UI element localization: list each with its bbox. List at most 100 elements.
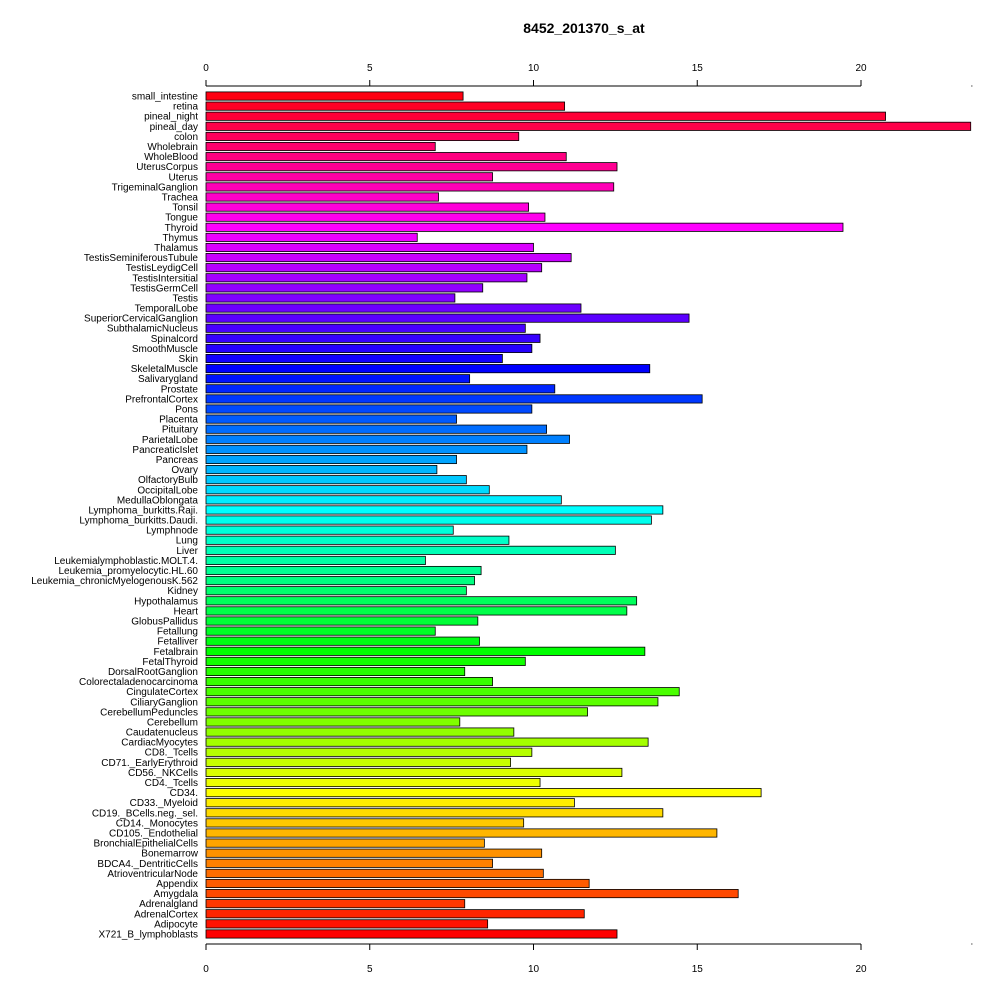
bar	[205, 242, 534, 253]
category-label: Fetalbrain	[154, 647, 198, 658]
category-label: CD14._Monocytes	[116, 818, 198, 829]
bar	[205, 606, 628, 616]
tick-label: 10	[528, 63, 540, 74]
bar	[205, 555, 426, 565]
bar	[205, 727, 515, 737]
bar	[205, 697, 659, 707]
bar	[205, 293, 456, 303]
category-label: WholeBlood	[144, 152, 198, 163]
bar	[205, 757, 511, 767]
category-label: CingulateCortex	[126, 687, 198, 698]
bar	[205, 646, 646, 656]
category-label: Appendix	[156, 879, 198, 890]
category-label: Skin	[179, 354, 198, 365]
category-label: Caudatenucleus	[126, 728, 198, 739]
category-label: Prostate	[161, 384, 199, 395]
category-label: TestisSeminiferousTubule	[84, 253, 199, 264]
category-label: Leukemialymphoblastic.MOLT.4.	[54, 556, 198, 567]
bar	[205, 131, 520, 141]
bar	[205, 767, 623, 777]
bar	[205, 232, 418, 242]
bar	[205, 929, 618, 939]
category-label: PancreaticIslet	[132, 445, 198, 456]
category-label: Lung	[176, 536, 198, 547]
bar	[205, 414, 457, 424]
bar	[205, 404, 533, 414]
bar	[205, 828, 718, 838]
bar	[205, 353, 503, 364]
bar	[205, 747, 533, 757]
bar	[205, 475, 467, 485]
category-label: Pons	[175, 405, 198, 416]
bar	[205, 212, 546, 222]
category-label: UterusCorpus	[136, 162, 198, 173]
category-label: Bonemarrow	[141, 849, 198, 860]
category-label: ParietalLobe	[142, 435, 199, 446]
bar	[205, 424, 548, 434]
category-label: AdrenalCortex	[134, 909, 198, 920]
category-label: Lymphoma_burkitts.Raji.	[88, 505, 198, 516]
bar	[205, 868, 544, 878]
category-label: BDCA4._DentriticCells	[97, 859, 198, 870]
bar	[205, 162, 618, 172]
bar	[205, 495, 562, 505]
category-labels: small_intestineretinapineal_nightpineal_…	[31, 92, 199, 941]
tick-label: 0	[203, 964, 209, 975]
bar	[205, 889, 739, 899]
bar	[205, 525, 454, 535]
category-label: TemporalLobe	[135, 304, 199, 315]
tick-label: 20	[855, 63, 867, 74]
category-label: Thymus	[162, 233, 198, 244]
tick-label: 10	[528, 964, 540, 975]
category-label: OlfactoryBulb	[138, 475, 198, 486]
category-label: Kidney	[167, 586, 198, 597]
category-label: DorsalRootGanglion	[108, 667, 198, 678]
bar	[205, 636, 480, 646]
bar	[205, 788, 762, 798]
bar	[205, 172, 493, 182]
bar	[205, 283, 484, 293]
category-label: Thyroid	[165, 223, 198, 234]
category-label: TestisIntersitial	[132, 273, 198, 284]
tick-label: 20	[855, 964, 867, 975]
category-label: CD71._EarlyErythroid	[101, 758, 198, 769]
category-label: Tongue	[165, 213, 198, 224]
category-label: CD34.	[170, 788, 198, 799]
bar	[205, 858, 493, 868]
bar	[205, 485, 490, 495]
bar	[205, 677, 493, 687]
bar	[205, 343, 533, 353]
bar	[205, 626, 436, 636]
bottom-axis: 0 5 10 15 20	[203, 943, 973, 975]
category-label: GlobusPallidus	[131, 617, 198, 628]
bar	[205, 192, 439, 202]
bar	[205, 798, 575, 808]
bar	[205, 323, 526, 333]
category-label: Thalamus	[154, 243, 198, 254]
tick-label: 15	[692, 63, 704, 74]
bar	[205, 808, 664, 818]
bar	[205, 535, 510, 545]
bar	[205, 364, 651, 374]
category-label: Uterus	[169, 172, 198, 183]
category-label: Lymphoma_burkitts.Daudi.	[79, 516, 198, 527]
category-label: retina	[173, 102, 198, 113]
bar	[205, 515, 652, 525]
category-label: Lymphnode	[146, 526, 198, 537]
bar	[205, 101, 566, 111]
category-label: Cerebellum	[147, 717, 198, 728]
category-label: Salivarygland	[138, 374, 198, 385]
bar	[205, 465, 438, 475]
category-label: TestisGermCell	[130, 283, 198, 294]
category-label: SkeletalMuscle	[131, 364, 199, 375]
bar	[205, 434, 570, 444]
category-label: Testis	[172, 293, 198, 304]
category-label: SmoothMuscle	[132, 344, 199, 355]
bar	[205, 121, 972, 131]
bar	[205, 111, 886, 121]
category-label: Ovary	[171, 465, 198, 476]
category-label: CD105._Endothelial	[109, 829, 198, 840]
category-label: Hypothalamus	[134, 596, 198, 607]
tick-label: 5	[367, 964, 373, 975]
category-label: OccipitalLobe	[137, 485, 198, 496]
